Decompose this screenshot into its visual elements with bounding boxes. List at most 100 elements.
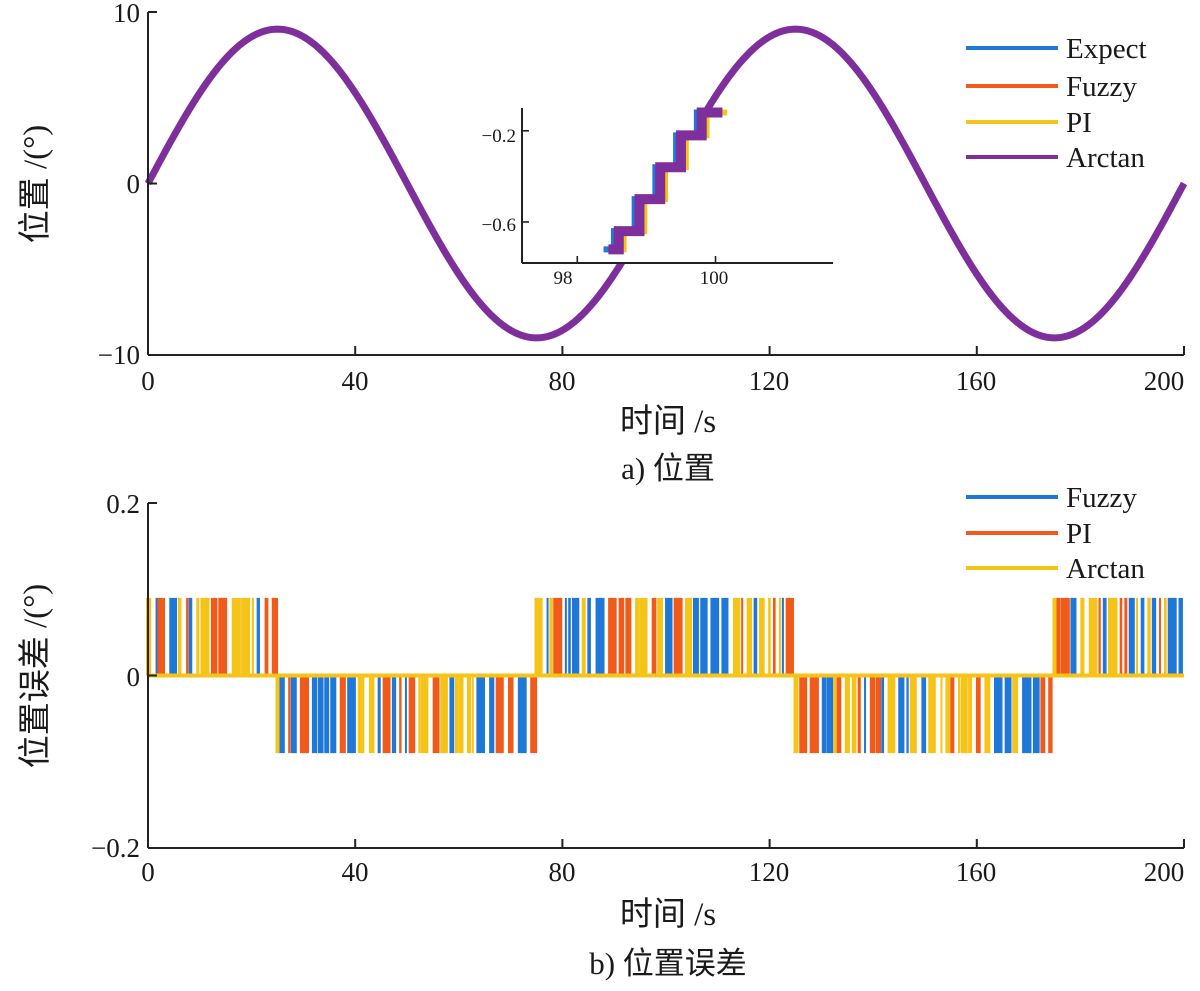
y-axis-label: 位置 /(°) <box>17 125 54 244</box>
x-tick-label: 120 <box>749 366 790 396</box>
error-bar-segment <box>357 675 365 754</box>
error-bar-segment <box>960 675 968 754</box>
error-bar-segment <box>587 597 591 676</box>
error-bar-segment <box>330 675 337 754</box>
x-tick-marks <box>147 839 1185 848</box>
legend-label: Fuzzy <box>1066 482 1137 514</box>
error-bar-segment <box>311 675 318 754</box>
error-bar-segment <box>251 597 254 676</box>
error-bar-segment <box>1107 597 1118 676</box>
error-bar-segment <box>324 675 330 754</box>
error-bar-segment <box>1147 597 1151 676</box>
x-tick-marks <box>147 346 1185 355</box>
error-bar-segment <box>595 597 605 676</box>
error-bar-segment <box>833 675 837 754</box>
error-bar-segment <box>1167 597 1177 676</box>
error-bar-segment <box>218 597 228 676</box>
error-bar-segment <box>256 597 260 676</box>
x-tick-label: 40 <box>342 366 369 396</box>
error-bar-segment <box>1135 597 1138 676</box>
error-bar-segment <box>1151 597 1157 676</box>
y-tick-label: −0.2 <box>91 833 140 863</box>
error-bar-segment <box>809 675 819 754</box>
x-axis-label: 时间 /s <box>620 404 716 440</box>
error-bar-segment <box>741 597 744 676</box>
inset-y-tick-label: −0.2 <box>482 126 516 147</box>
error-bar-segment <box>271 597 279 676</box>
error-bar-segment <box>721 597 729 676</box>
inset-tick-marks <box>522 129 717 263</box>
legend-label: Expect <box>1066 33 1147 65</box>
legend-label: Fuzzy <box>1066 71 1137 103</box>
error-bar-segment <box>449 675 455 754</box>
error-bar-segment <box>1178 597 1183 676</box>
error-bar-segment <box>625 597 632 676</box>
error-bar-segment <box>758 597 765 676</box>
error-bar-segment <box>507 675 514 754</box>
error-bar-segment <box>169 597 178 676</box>
error-bar-segment <box>665 597 673 676</box>
x-tick-label: 200 <box>1144 857 1185 887</box>
x-tick-label: 80 <box>549 857 576 887</box>
error-bar-segment <box>454 675 459 754</box>
y-tick-label: 0.2 <box>106 489 140 519</box>
error-bar-segment <box>968 675 973 754</box>
error-bar-segment <box>993 675 1003 754</box>
x-tick-label: 80 <box>549 366 576 396</box>
y-tick-marks <box>148 11 157 356</box>
error-bar-segment <box>210 597 218 676</box>
error-bar-segment <box>157 597 166 676</box>
error-bar-segment <box>399 675 402 754</box>
error-bar-segment <box>881 675 885 754</box>
panel-caption: a) 位置 <box>621 451 715 486</box>
error-bar-segment <box>317 675 324 754</box>
error-bar-segment <box>945 675 951 754</box>
error-bar-segment <box>772 597 776 676</box>
error-bar-segment <box>1012 675 1018 754</box>
panel-caption: b) 位置误差 <box>589 946 747 981</box>
error-bar-segment <box>875 675 882 754</box>
error-bar-segment <box>155 597 158 676</box>
legend-label: PI <box>1066 518 1092 550</box>
legend: Expect Fuzzy PI Arctan <box>966 33 1147 174</box>
error-bar-segment <box>231 597 241 676</box>
x-tick-label: 160 <box>956 857 997 887</box>
y-tick-label: −10 <box>98 340 140 370</box>
error-bar-segment <box>898 675 905 754</box>
error-bar-segment <box>418 675 421 754</box>
panel-position-error: 0 40 80 120 160 200 −0.2 0 0.2 时间 /s 位置误… <box>17 482 1185 981</box>
error-bar-segment <box>957 675 961 754</box>
error-bar-segment <box>471 675 474 754</box>
y-axis-label: 位置误差 /(°) <box>17 584 54 769</box>
error-bar-segment <box>440 675 448 754</box>
error-bar-segment <box>844 675 850 754</box>
error-bar-segment <box>186 597 189 676</box>
error-bar-segment <box>821 675 827 754</box>
error-bar-segment <box>466 675 472 754</box>
error-bar-segment <box>420 675 429 754</box>
error-bar-segment <box>753 597 758 676</box>
error-bar-segment <box>685 597 693 676</box>
x-axis-label: 时间 /s <box>620 897 716 933</box>
error-bar-segment <box>1119 597 1123 676</box>
error-bar-segment <box>517 675 527 754</box>
x-tick-label: 0 <box>141 857 155 887</box>
error-bar-segment <box>432 675 440 754</box>
error-bar-segment <box>796 675 799 754</box>
error-bar-segment <box>1124 597 1128 676</box>
error-bar-segment <box>241 597 251 676</box>
legend-label: Arctan <box>1066 142 1145 174</box>
inset-x-tick-label: 100 <box>700 268 729 289</box>
error-bar-segment <box>984 675 991 754</box>
error-bar-segment <box>1060 597 1070 676</box>
error-bar-segment <box>530 675 538 754</box>
error-bar-segment <box>196 597 200 676</box>
error-bar-segment <box>1088 597 1098 676</box>
x-tick-label: 40 <box>342 857 369 887</box>
error-bar-segment <box>928 675 936 754</box>
error-bar-segment <box>537 597 543 676</box>
error-bar-segment <box>264 597 269 676</box>
inset-series-lines <box>603 107 728 255</box>
error-bar-segment <box>906 675 909 754</box>
